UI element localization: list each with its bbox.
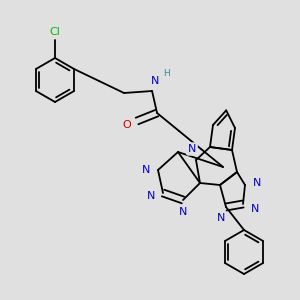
Text: H: H <box>163 68 170 77</box>
Text: N: N <box>151 76 159 86</box>
Text: Cl: Cl <box>50 27 60 37</box>
Text: N: N <box>217 213 225 223</box>
Text: N: N <box>142 165 150 175</box>
Text: O: O <box>123 120 131 130</box>
Text: N: N <box>251 204 259 214</box>
Text: N: N <box>147 191 155 201</box>
Text: N: N <box>179 207 187 217</box>
Text: N: N <box>188 144 196 154</box>
Text: N: N <box>253 178 261 188</box>
